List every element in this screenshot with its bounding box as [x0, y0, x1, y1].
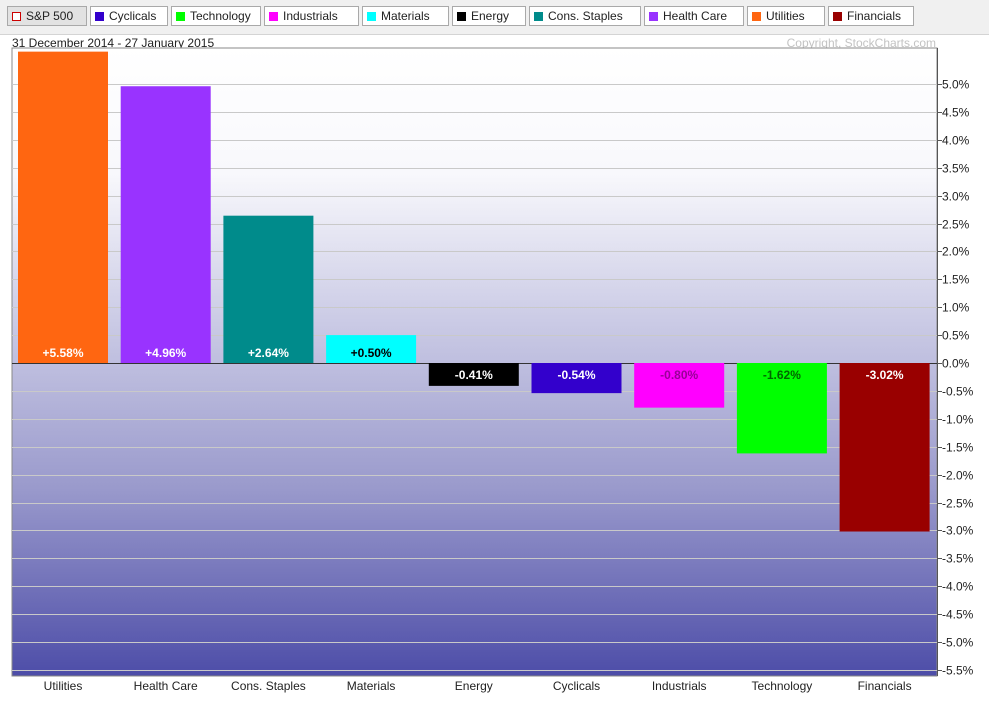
- legend-swatch: [12, 11, 21, 21]
- y-tick-label: 2.0%: [942, 245, 970, 259]
- data-label: -0.41%: [455, 368, 493, 382]
- legend-label: Utilities: [766, 9, 805, 23]
- x-tick-label: Cons. Staples: [231, 679, 306, 693]
- y-tick-label: -4.5%: [942, 608, 974, 622]
- bar-utilities: [18, 51, 108, 364]
- bar-financials: [839, 363, 930, 532]
- y-tick-label: 2.5%: [942, 218, 970, 232]
- bar-cyclicals: [531, 363, 622, 394]
- bar-energy: [428, 363, 519, 386]
- bar-industrials: [634, 363, 725, 408]
- y-tick-label: -3.0%: [942, 524, 974, 538]
- legend-label: Health Care: [663, 9, 728, 23]
- legend-item-s-p-500[interactable]: S&P 500: [7, 6, 87, 26]
- x-tick-label: Financials: [858, 679, 912, 693]
- legend-swatch: [649, 11, 658, 21]
- legend-item-utilities[interactable]: Utilities: [747, 6, 825, 26]
- x-tick-label: Cyclicals: [553, 679, 600, 693]
- legend-swatch: [752, 11, 761, 21]
- bar-technology: [736, 363, 827, 454]
- x-tick-label: Energy: [455, 679, 493, 693]
- legend-swatch: [95, 11, 104, 21]
- legend-item-technology[interactable]: Technology: [171, 6, 261, 26]
- data-label: -1.62%: [763, 368, 801, 382]
- data-label: +5.58%: [42, 346, 83, 360]
- data-label: -3.02%: [866, 368, 904, 382]
- legend-label: Cons. Staples: [548, 9, 623, 23]
- data-label: -0.54%: [557, 368, 595, 382]
- y-tick-label: 0.0%: [942, 357, 970, 371]
- y-tick-label: -5.0%: [942, 636, 974, 650]
- x-tick-label: Materials: [347, 679, 396, 693]
- y-tick-label: -1.5%: [942, 441, 974, 455]
- y-tick-label: -0.5%: [942, 385, 974, 399]
- x-tick-label: Industrials: [652, 679, 707, 693]
- legend-label: Technology: [190, 9, 251, 23]
- copyright-text: Copyright, StockCharts.com: [786, 36, 936, 50]
- legend-item-industrials[interactable]: Industrials: [264, 6, 359, 26]
- y-tick-label: 1.0%: [942, 301, 970, 315]
- y-tick-label: 3.0%: [942, 190, 970, 204]
- legend-item-financials[interactable]: Financials: [828, 6, 914, 26]
- x-tick-label: Utilities: [44, 679, 83, 693]
- y-tick-label: 4.0%: [942, 134, 970, 148]
- legend-item-cyclicals[interactable]: Cyclicals: [90, 6, 168, 26]
- legend-label: Financials: [847, 9, 902, 23]
- y-tick-label: -4.0%: [942, 580, 974, 594]
- y-tick-label: -5.5%: [942, 664, 974, 678]
- legend-item-materials[interactable]: Materials: [362, 6, 449, 26]
- y-tick-label: 4.5%: [942, 106, 970, 120]
- legend-label: Materials: [381, 9, 430, 23]
- y-tick-label: -2.0%: [942, 469, 974, 483]
- y-tick-label: -1.0%: [942, 413, 974, 427]
- legend-item-health-care[interactable]: Health Care: [644, 6, 744, 26]
- data-label: -0.80%: [660, 368, 698, 382]
- legend-swatch: [457, 11, 466, 21]
- legend-swatch: [176, 11, 185, 21]
- y-tick-label: 5.0%: [942, 78, 970, 92]
- legend-item-energy[interactable]: Energy: [452, 6, 526, 26]
- y-tick-label: -2.5%: [942, 497, 974, 511]
- x-tick-label: Technology: [752, 679, 813, 693]
- y-tick-label: 1.5%: [942, 273, 970, 287]
- date-range: 31 December 2014 - 27 January 2015: [12, 36, 215, 50]
- legend-label: Energy: [471, 9, 510, 23]
- legend-swatch: [367, 11, 376, 21]
- legend-swatch: [534, 11, 543, 21]
- data-label: +2.64%: [248, 346, 289, 360]
- legend-label: Industrials: [283, 9, 338, 23]
- legend-bar: S&P 500 Cyclicals Technology Industrials Mat…: [0, 0, 989, 35]
- legend-swatch: [269, 11, 278, 21]
- legend-swatch: [833, 11, 842, 21]
- y-tick-label: -3.5%: [942, 552, 974, 566]
- x-tick-label: Health Care: [134, 679, 198, 693]
- data-label: +4.96%: [145, 346, 186, 360]
- legend-label: Cyclicals: [109, 9, 157, 23]
- y-tick-label: 3.5%: [942, 162, 970, 176]
- legend-item-cons-staples[interactable]: Cons. Staples: [529, 6, 641, 26]
- bar-cons-staples: [223, 215, 314, 363]
- y-tick-label: 0.5%: [942, 329, 970, 343]
- data-label: +0.50%: [351, 346, 392, 360]
- bar-health-care: [120, 86, 211, 364]
- legend-label: S&P 500: [26, 9, 74, 23]
- bar-materials: [326, 335, 417, 363]
